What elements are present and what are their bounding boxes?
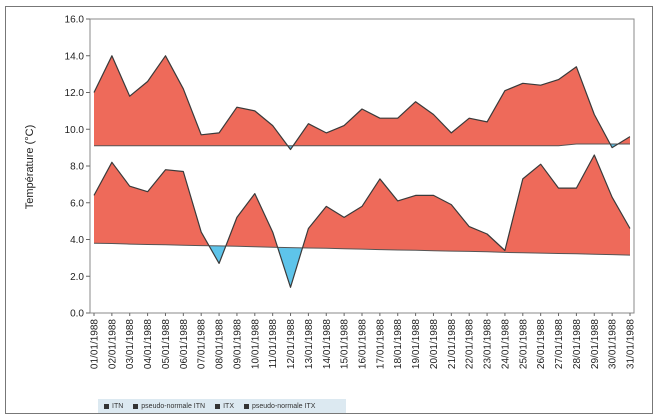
legend-label: pseudo-normale ITX — [251, 402, 316, 410]
x-tick-label: 16/01/1988 — [358, 319, 369, 369]
x-tick-label: 25/01/1988 — [518, 319, 529, 369]
x-tick-label: 03/01/1988 — [125, 319, 136, 369]
legend-label: ITX — [223, 402, 234, 410]
legend-item-itx: ITX — [215, 403, 234, 410]
x-tick-label: 10/01/1988 — [250, 319, 261, 369]
x-tick-label: 11/01/1988 — [268, 319, 279, 369]
y-tick-label: 16.0 — [65, 15, 85, 26]
y-tick-label: 10.0 — [65, 125, 85, 136]
y-tick-label: 14.0 — [65, 51, 85, 62]
x-tick-label: 08/01/1988 — [215, 319, 226, 369]
itn-fill-below — [209, 245, 226, 264]
x-tick-label: 24/01/1988 — [500, 319, 511, 369]
x-tick-label: 13/01/1988 — [304, 319, 315, 369]
y-tick-label: 0.0 — [70, 309, 84, 320]
legend-swatch-icon — [215, 403, 221, 409]
x-tick-label: 07/01/1988 — [197, 319, 208, 369]
x-tick-label: 26/01/1988 — [536, 319, 547, 369]
y-tick-label: 6.0 — [70, 198, 84, 209]
x-tick-label: 20/01/1988 — [429, 319, 440, 369]
plot-area — [89, 18, 635, 314]
itn-line — [93, 154, 631, 288]
x-tick-label: 01/01/1988 — [90, 319, 101, 369]
x-tick-label: 28/01/1988 — [572, 319, 583, 369]
itn-fill-above — [225, 193, 278, 248]
x-tick-label: 12/01/1988 — [286, 319, 297, 369]
legend-swatch-icon — [243, 403, 249, 409]
area-layer — [94, 55, 630, 288]
y-tick-label: 12.0 — [65, 88, 85, 99]
legend-item-itn: ITN — [104, 403, 123, 410]
pseudo-normale-itn-line — [93, 242, 631, 256]
x-tick-label: 09/01/1988 — [232, 319, 243, 369]
x-tick-label: 05/01/1988 — [161, 319, 172, 369]
x-tick-label: 31/01/1988 — [626, 319, 637, 369]
x-tick-label: 27/01/1988 — [554, 319, 565, 369]
x-tick-label: 18/01/1988 — [393, 319, 404, 369]
legend: ITN pseudo-normale ITN ITX pseudo-normal… — [98, 399, 346, 413]
x-tick-label: 21/01/1988 — [447, 319, 458, 369]
temperature-chart: 16.0 14.0 12.0 10.0 8.0 6.0 4.0 2.0 0.0 01/01/19… — [24, 15, 637, 370]
x-tick-label: 22/01/1988 — [465, 319, 476, 369]
legend-item-pseudo-normale-itx: pseudo-normale ITX — [243, 402, 316, 410]
legend-label: ITN — [112, 402, 124, 410]
itx-fill-above — [293, 66, 611, 146]
x-tick-label: 02/01/1988 — [107, 319, 118, 369]
itx-line — [93, 55, 631, 151]
x-tick-label: 17/01/1988 — [375, 319, 386, 369]
itn-fill-above — [94, 162, 209, 246]
itn-fill-above — [302, 155, 630, 256]
legend-item-pseudo-normale-itn: pseudo-normale ITN — [133, 403, 205, 410]
x-tick-label: 23/01/1988 — [483, 319, 494, 369]
x-tick-label: 19/01/1988 — [411, 319, 422, 369]
x-tick-label: 29/01/1988 — [590, 319, 601, 369]
legend-swatch-icon — [104, 403, 109, 409]
y-axis-label: Température (°C) — [24, 125, 36, 209]
y-tick-label: 8.0 — [70, 162, 84, 173]
legend-label: pseudo-normale ITN — [141, 402, 206, 410]
x-axis: 01/01/1988 02/01/1988 03/01/1988 04/01/1988… — [90, 313, 637, 369]
itx-fill-above — [94, 55, 288, 146]
x-tick-label: 06/01/1988 — [179, 319, 190, 369]
chart-frame: 16.0 14.0 12.0 10.0 8.0 6.0 4.0 2.0 0.0 01/01/19… — [5, 6, 653, 414]
x-tick-label: 14/01/1988 — [322, 319, 333, 369]
y-tick-label: 4.0 — [70, 235, 84, 246]
x-tick-label: 15/01/1988 — [340, 319, 351, 369]
itn-fill-below — [277, 247, 303, 288]
x-tick-label: 30/01/1988 — [608, 319, 619, 369]
y-axis: 16.0 14.0 12.0 10.0 8.0 6.0 4.0 2.0 0.0 — [65, 15, 90, 320]
line-layer — [93, 55, 631, 288]
pseudo-normale-itx-line — [94, 143, 630, 147]
y-tick-label: 2.0 — [70, 272, 84, 283]
legend-swatch-icon — [133, 403, 139, 409]
x-tick-label: 04/01/1988 — [143, 319, 154, 369]
